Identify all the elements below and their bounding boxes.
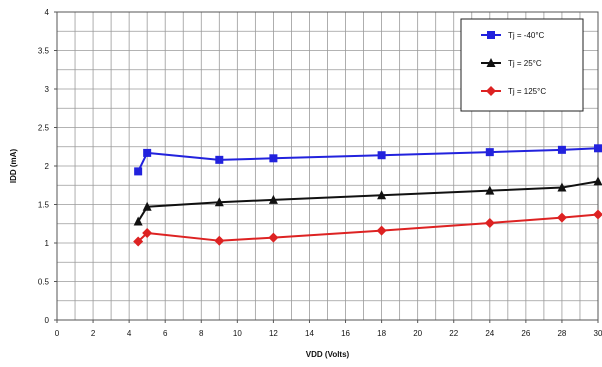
data-point-marker <box>142 227 153 238</box>
data-point-marker <box>133 236 144 247</box>
x-tick-label: 14 <box>305 329 314 338</box>
series-3 <box>133 209 602 247</box>
x-tick-label: 8 <box>199 329 204 338</box>
y-tick-label: 1.5 <box>38 201 50 210</box>
x-tick-label: 2 <box>91 329 96 338</box>
x-axis-title: VDD (Volts) <box>306 350 350 359</box>
data-point-marker <box>486 58 496 67</box>
y-axis-title: IDD (mA) <box>9 149 18 184</box>
series-line <box>137 180 599 222</box>
series-layer <box>133 144 602 247</box>
data-point-marker <box>377 151 386 160</box>
legend: Tj = -40°C Tj = 25°C Tj = 125°C <box>460 18 584 112</box>
axes: 0 2 4 6 8 10 12 14 16 18 20 22 24 26 28 3000.511.522.53… <box>38 8 602 338</box>
data-point-marker <box>269 154 278 163</box>
data-point-marker <box>268 194 278 204</box>
x-tick-label: 22 <box>449 329 458 338</box>
data-point-marker <box>215 155 224 164</box>
data-point-marker <box>593 176 602 186</box>
y-tick-label: 0.5 <box>38 278 50 287</box>
series-2 <box>133 176 602 226</box>
data-point-marker <box>134 167 143 176</box>
data-point-marker <box>484 217 495 228</box>
x-tick-label: 28 <box>557 329 566 338</box>
legend-label: Tj = -40°C <box>508 31 545 40</box>
y-tick-label: 3.5 <box>38 47 50 56</box>
y-tick-label: 2.5 <box>38 124 50 133</box>
x-tick-label: 4 <box>127 329 132 338</box>
data-point-marker <box>377 190 387 200</box>
legend-item: Tj = 25°C <box>481 58 542 68</box>
y-tick-label: 1 <box>45 239 50 248</box>
x-tick-label: 12 <box>269 329 278 338</box>
series-line <box>137 147 599 172</box>
data-point-marker <box>594 144 602 153</box>
y-tick-label: 3 <box>45 85 50 94</box>
x-tick-label: 18 <box>377 329 386 338</box>
legend-item: Tj = -40°C <box>481 31 545 40</box>
data-point-marker <box>142 201 152 211</box>
data-point-marker <box>557 182 567 192</box>
x-tick-label: 6 <box>163 329 168 338</box>
x-tick-label: 30 <box>594 329 602 338</box>
data-point-marker <box>143 148 152 157</box>
x-tick-label: 0 <box>55 329 60 338</box>
data-point-marker <box>486 86 496 96</box>
x-tick-label: 10 <box>233 329 242 338</box>
series-line <box>137 213 599 243</box>
legend-item: Tj = 125°C <box>481 86 546 96</box>
x-tick-label: 16 <box>341 329 350 338</box>
data-point-marker <box>556 212 567 223</box>
y-tick-label: 2 <box>45 162 50 171</box>
data-point-marker <box>485 148 494 157</box>
data-point-marker <box>214 235 225 246</box>
data-point-marker <box>214 197 224 207</box>
data-point-marker <box>376 225 387 236</box>
data-point-marker <box>485 185 495 195</box>
x-tick-label: 26 <box>521 329 530 338</box>
x-tick-label: 24 <box>485 329 494 338</box>
data-point-marker <box>487 31 495 39</box>
y-tick-label: 0 <box>45 316 50 325</box>
data-point-marker <box>133 216 143 226</box>
legend-label: Tj = 125°C <box>508 87 546 96</box>
x-tick-label: 20 <box>413 329 422 338</box>
y-tick-label: 4 <box>45 8 50 17</box>
data-point-marker <box>593 209 602 220</box>
data-point-marker <box>268 232 279 243</box>
series-1 <box>134 144 602 176</box>
data-point-marker <box>557 145 566 154</box>
legend-label: Tj = 25°C <box>508 59 542 68</box>
